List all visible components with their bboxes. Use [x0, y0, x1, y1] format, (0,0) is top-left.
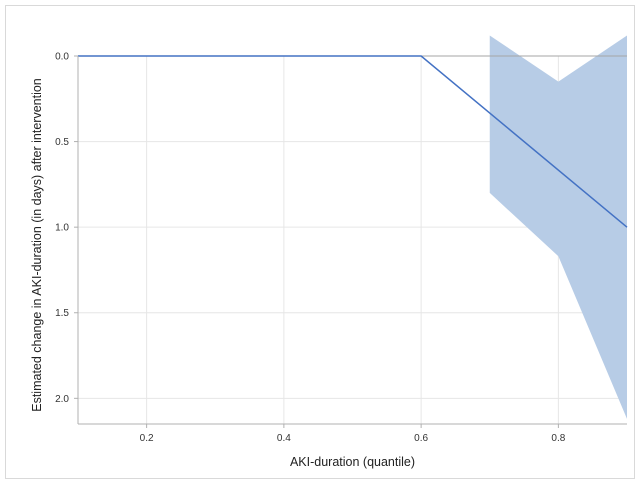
x-axis-title: AKI-duration (quantile)	[290, 455, 415, 469]
x-tick-label: 0.4	[277, 433, 291, 444]
y-tick-label: 1.0	[55, 223, 69, 234]
y-axis-title: Estimated change in AKI-duration (in day…	[30, 78, 44, 412]
y-tick-label: 0.5	[55, 137, 69, 148]
axes	[74, 55, 627, 428]
y-tick-label: 1.5	[55, 308, 69, 319]
confidence-band-layer	[489, 35, 627, 419]
confidence-band	[489, 35, 627, 419]
x-tick-labels: 0.2 0.4 0.6 0.8	[140, 433, 566, 444]
y-tick-labels: 0.0 0.5 1.0 1.5 2.0	[55, 52, 69, 405]
x-tick-label: 0.2	[140, 433, 154, 444]
x-tick-label: 0.8	[551, 433, 565, 444]
x-tick-label: 0.6	[414, 433, 428, 444]
y-tick-label: 0.0	[55, 52, 69, 63]
y-tick-label: 2.0	[55, 394, 69, 405]
